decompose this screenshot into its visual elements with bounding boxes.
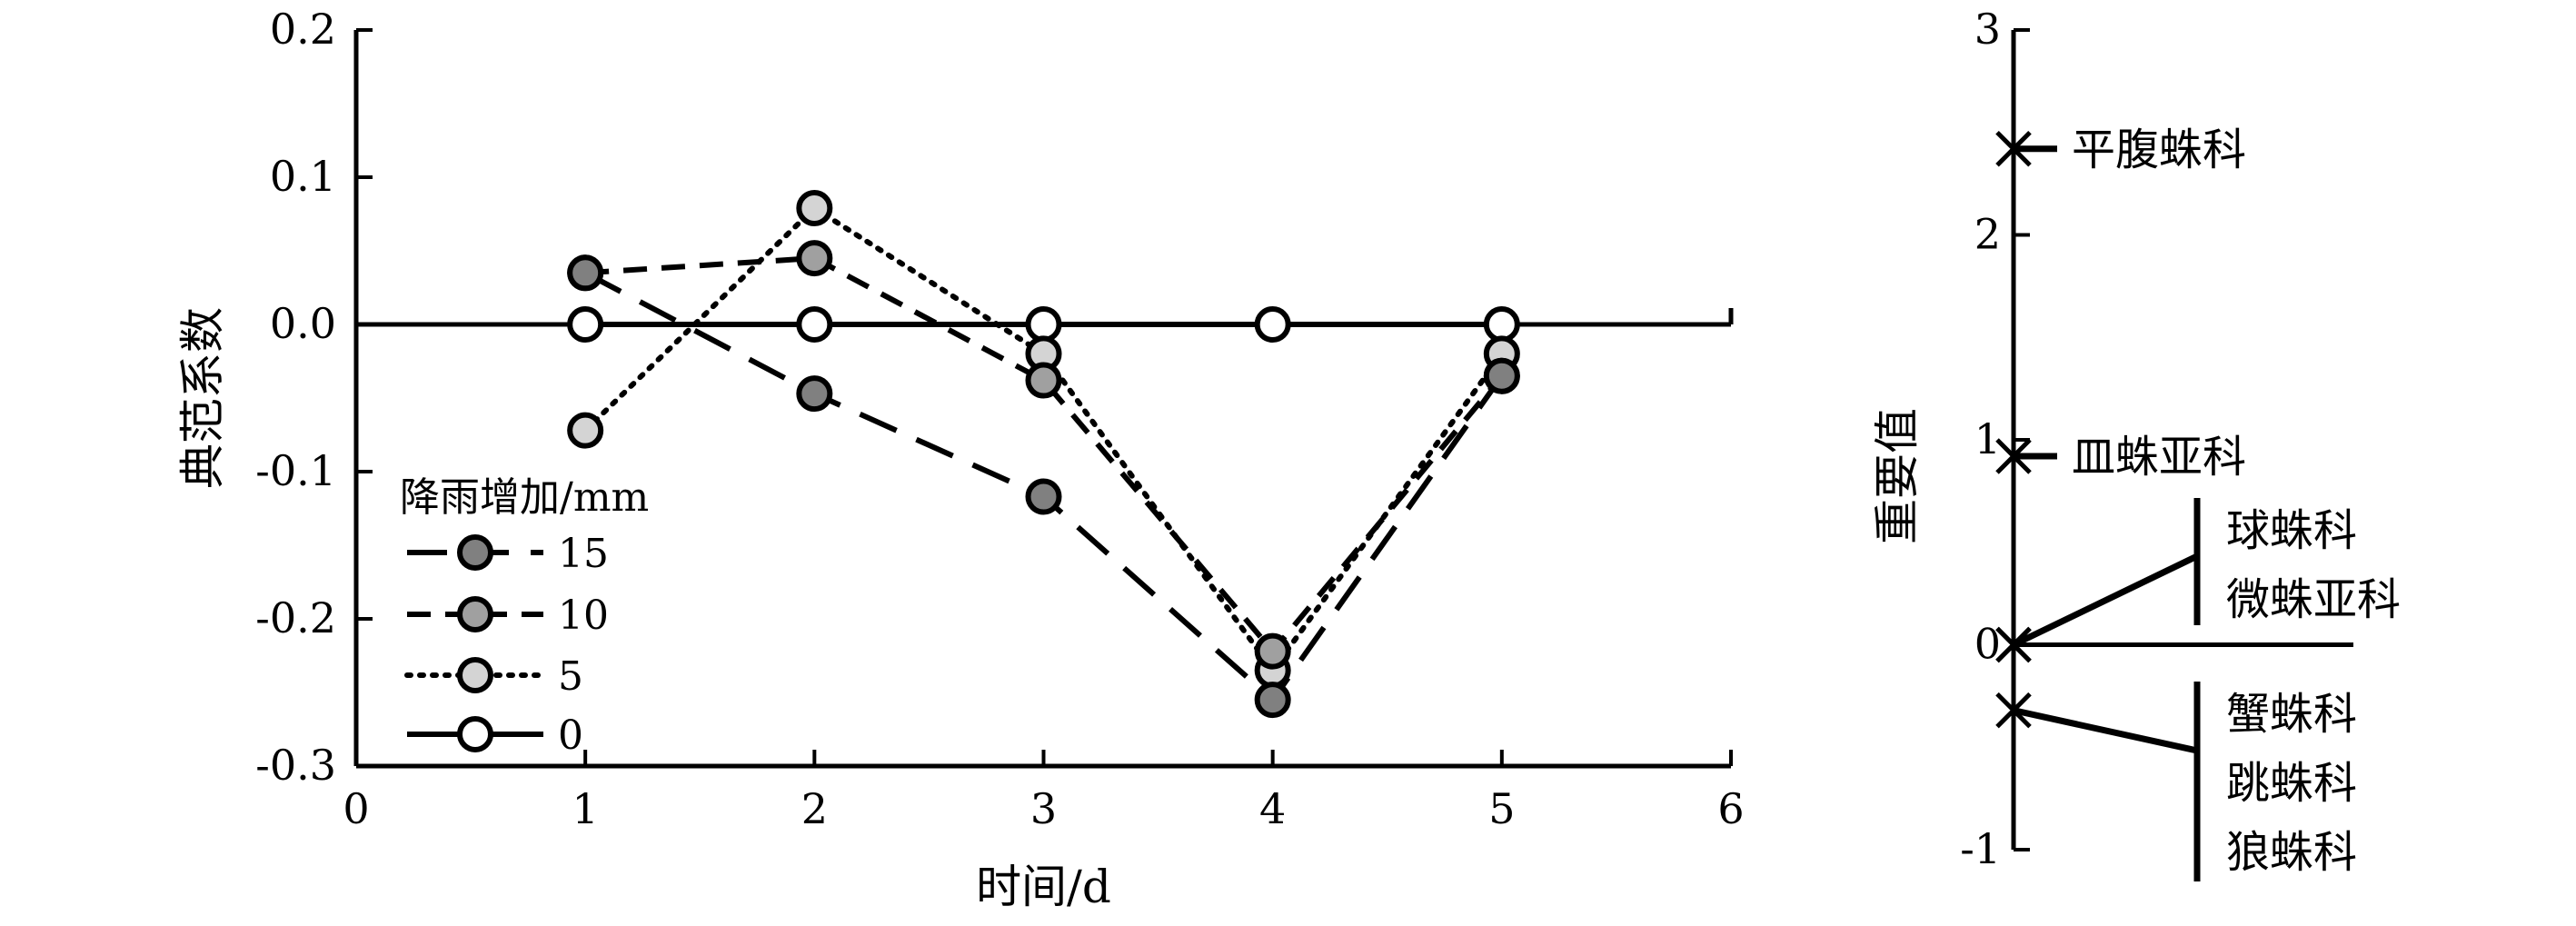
- y-tick-label: -0.2: [255, 593, 336, 642]
- x-tick-label: 5: [1488, 784, 1515, 833]
- legend-marker-15mm: [457, 534, 493, 571]
- legend-title: 降雨增加/mm: [400, 474, 649, 521]
- importance-tick-label: 1: [1974, 414, 2001, 463]
- group-connector-line: [2012, 553, 2199, 648]
- legend-marker-10mm: [457, 596, 493, 632]
- y-tick-label: -0.3: [255, 741, 336, 790]
- data-point-0mm: [1254, 306, 1291, 343]
- importance-tick-label: 0: [1974, 620, 2001, 669]
- y-axis-title: 典范系数: [176, 307, 229, 489]
- data-point-5mm: [796, 190, 833, 227]
- data-point-0mm: [567, 306, 604, 343]
- data-point-0mm: [796, 306, 833, 343]
- x-tick-label: 6: [1717, 784, 1744, 833]
- data-point-10mm: [1025, 362, 1062, 399]
- taxon-label: 皿蛛亚科: [2072, 432, 2246, 483]
- y-tick-label: -0.1: [255, 446, 336, 495]
- data-point-0mm: [1025, 306, 1062, 343]
- x-tick-label: 4: [1259, 784, 1286, 833]
- legend-label: 10: [558, 592, 609, 639]
- taxon-label: 跳蛛科: [2226, 758, 2357, 809]
- y-tick-label: 0.2: [270, 5, 336, 54]
- x-axis-title: 时间/d: [976, 861, 1111, 913]
- x-tick-label: 2: [801, 784, 828, 833]
- data-point-10mm: [1254, 632, 1291, 670]
- data-point-15mm: [1254, 682, 1291, 719]
- taxon-label: 微蛛亚科: [2226, 574, 2401, 625]
- taxon-label: 球蛛科: [2226, 505, 2357, 556]
- legend-marker-5mm: [457, 657, 493, 693]
- importance-tick-label: -1: [1960, 824, 2001, 873]
- data-point-10mm: [796, 240, 833, 277]
- data-point-15mm: [796, 375, 833, 413]
- x-tick-label: 3: [1030, 784, 1057, 833]
- series-line-5mm: [582, 204, 1505, 675]
- legend-label: 15: [558, 531, 609, 577]
- data-point-0mm: [1483, 306, 1520, 343]
- importance-tick-label: 3: [1974, 5, 2001, 54]
- legend-label: 5: [558, 653, 583, 700]
- group-connector-line: [2013, 707, 2198, 754]
- data-point-15mm: [567, 254, 604, 292]
- legend-marker-0mm: [457, 716, 493, 752]
- x-tick-label: 0: [343, 784, 369, 833]
- data-point-5mm: [567, 412, 604, 449]
- series-line-10mm: [584, 255, 1505, 656]
- taxon-label: 平腹蛛科: [2072, 124, 2246, 175]
- y-tick-label: 0.1: [270, 152, 336, 201]
- importance-tick-label: 2: [1974, 210, 2001, 259]
- taxon-label: 蟹蛛科: [2226, 689, 2357, 740]
- importance-axis-title: 重要值: [1871, 408, 1924, 544]
- data-point-15mm: [1483, 357, 1520, 394]
- legend-label: 0: [558, 712, 583, 759]
- taxon-label: 狼蛛科: [2226, 827, 2357, 878]
- y-tick-label: 0.0: [270, 299, 336, 348]
- x-tick-label: 1: [572, 784, 599, 833]
- data-point-15mm: [1025, 478, 1062, 515]
